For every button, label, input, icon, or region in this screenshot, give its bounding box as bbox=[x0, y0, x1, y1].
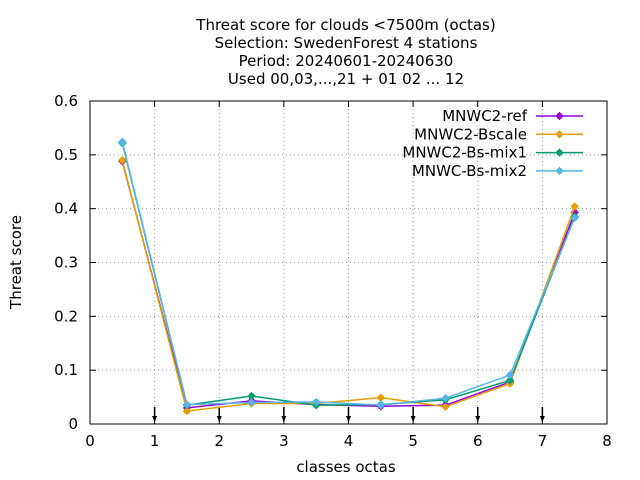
x-tick-label: 5 bbox=[408, 432, 418, 450]
arrow-marker-head bbox=[346, 416, 351, 422]
x-tick-label: 6 bbox=[473, 432, 483, 450]
series bbox=[118, 137, 579, 416]
arrow-marker-head bbox=[475, 416, 481, 422]
title-line-4: Used 00,03,...,21 + 01 02 ... 12 bbox=[228, 70, 464, 88]
data-point bbox=[506, 371, 515, 380]
data-point bbox=[570, 202, 579, 211]
y-tick-label: 0.4 bbox=[54, 200, 78, 218]
legend: MNWC2-refMNWC2-BscaleMNWC2-Bs-mix1MNWC-B… bbox=[402, 107, 583, 180]
x-tick-label: 1 bbox=[150, 432, 160, 450]
arrow-marker-head bbox=[152, 416, 158, 422]
title-line-1: Threat score for clouds <7500m (octas) bbox=[195, 16, 495, 34]
legend-label: MNWC2-Bscale bbox=[414, 125, 527, 143]
y-tick-label: 0.6 bbox=[54, 92, 78, 110]
x-tick-label: 8 bbox=[602, 432, 612, 450]
data-point bbox=[441, 394, 450, 403]
x-tick-label: 4 bbox=[344, 432, 354, 450]
data-point bbox=[376, 393, 385, 402]
legend-marker bbox=[555, 130, 564, 139]
data-point bbox=[118, 137, 127, 146]
series-line bbox=[121, 160, 576, 412]
data-point bbox=[247, 398, 256, 407]
title-line-2: Selection: SwedenForest 4 stations bbox=[215, 34, 478, 52]
x-axis-label: classes octas bbox=[296, 458, 396, 476]
data-point bbox=[118, 156, 127, 165]
arrow-marker-head bbox=[216, 416, 222, 422]
legend-marker bbox=[555, 166, 564, 175]
arrow-marker-head bbox=[281, 416, 287, 422]
legend-label: MNWC2-Bs-mix1 bbox=[402, 144, 527, 162]
title-line-3: Period: 20240601-20240630 bbox=[239, 52, 454, 70]
legend-marker bbox=[555, 112, 564, 120]
legend-label: MNWC2-ref bbox=[442, 107, 527, 125]
x-tick-label: 0 bbox=[85, 432, 95, 450]
legend-marker bbox=[555, 148, 564, 157]
arrow-marker-head bbox=[410, 416, 416, 422]
axes: 0 1 2 3 4 5 6 7 8 0 0.1 0.2 0.3 0.4 0.5 0.6 bbox=[54, 92, 612, 450]
y-tick-label: 0 bbox=[68, 415, 78, 433]
x-tick-label: 7 bbox=[538, 432, 548, 450]
y-tick-label: 0.5 bbox=[54, 146, 78, 164]
grid bbox=[90, 101, 607, 424]
data-point bbox=[376, 401, 385, 410]
series-line bbox=[121, 141, 576, 406]
y-tick-label: 0.3 bbox=[54, 254, 78, 272]
y-tick-label: 0.2 bbox=[54, 307, 78, 325]
data-point bbox=[312, 397, 321, 406]
x-tick-label: 3 bbox=[279, 432, 289, 450]
data-point bbox=[570, 213, 579, 222]
arrow-marker-head bbox=[539, 416, 545, 422]
series-line bbox=[121, 161, 576, 409]
legend-label: MNWC-Bs-mix2 bbox=[412, 162, 527, 180]
y-axis-label: Threat score bbox=[7, 215, 25, 310]
chart-title: Threat score for clouds <7500m (octas) S… bbox=[195, 16, 495, 88]
y-tick-label: 0.1 bbox=[54, 361, 78, 379]
series-4 bbox=[118, 137, 579, 410]
data-point bbox=[182, 400, 191, 409]
data-point bbox=[441, 402, 450, 411]
arrow-markers bbox=[152, 407, 545, 422]
x-tick-label: 2 bbox=[214, 432, 224, 450]
